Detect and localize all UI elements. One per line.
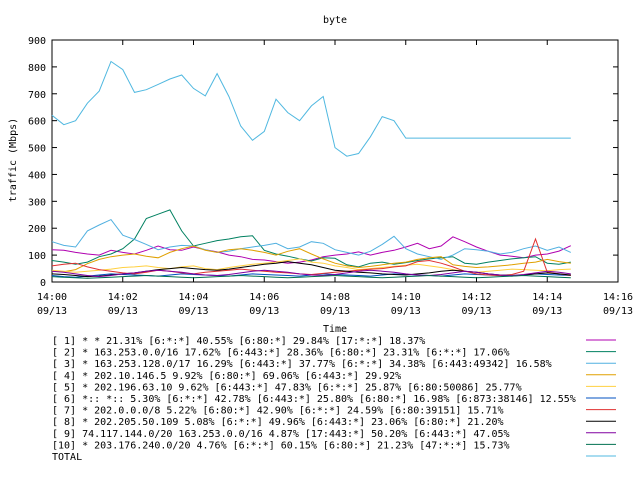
x-tick-label: 14:06	[249, 292, 279, 303]
x-tick-label: 14:16	[603, 292, 633, 303]
series-line-11	[51, 60, 571, 157]
x-tick-date: 09/13	[108, 306, 138, 317]
legend-label: [10] * 203.176.240.0/20 4.76% [6:*:*] 60…	[52, 440, 510, 451]
x-tick-date: 09/13	[249, 306, 279, 317]
x-tick-date: 09/13	[391, 306, 421, 317]
y-tick-label: 900	[28, 36, 46, 47]
series-lines	[51, 60, 572, 279]
series-line-10	[51, 274, 571, 279]
series-line-3	[51, 218, 572, 260]
series-line-1	[51, 236, 572, 264]
legend-label: [ 9] 74.117.144.0/20 163.253.0.0/16 4.87…	[52, 429, 510, 440]
y-tick-label: 500	[28, 144, 46, 155]
y-tick-label: 700	[28, 90, 46, 101]
legend-label: [ 2] * 163.253.0.0/16 17.62% [6:443:*] 2…	[52, 348, 510, 359]
legend: [ 1] * * 21.31% [6:*:*] 40.55% [6:80:*] …	[52, 336, 616, 463]
x-axis: 14:00 09/13 14:02 09/13 14:04 09/13 14:06 09/13…	[37, 40, 633, 317]
x-tick-label: 14:10	[391, 292, 421, 303]
series-line-5	[51, 258, 571, 273]
y-tick-label: 600	[28, 117, 46, 128]
x-tick-label: 14:08	[320, 292, 350, 303]
series-line-7	[51, 237, 571, 277]
chart-title: byte	[323, 15, 347, 26]
legend-label: [ 6] *:: *:: 5.30% [6:*:*] 42.78% [6:443…	[52, 394, 576, 405]
x-tick-label: 14:00	[37, 292, 67, 303]
legend-label: [ 3] * 163.253.128.0/17 16.29% [6:443:*]…	[52, 359, 552, 370]
x-tick-date: 09/13	[461, 306, 491, 317]
y-tick-label: 0	[40, 278, 46, 289]
y-tick-label: 800	[28, 63, 46, 74]
legend-label: [ 8] * 202.205.50.109 5.08% [6:*:*] 49.9…	[52, 417, 504, 428]
legend-label: [ 5] * 202.196.63.10 9.62% [6:443:*] 47.…	[52, 382, 522, 393]
y-axis-label: traffic (Mbps)	[8, 118, 19, 202]
x-tick-label: 14:14	[532, 292, 562, 303]
legend-label: [ 1] * * 21.31% [6:*:*] 40.55% [6:80:*] …	[52, 336, 425, 347]
x-tick-date: 09/13	[532, 306, 562, 317]
legend-label: TOTAL	[52, 452, 82, 463]
x-tick-date: 09/13	[603, 306, 633, 317]
x-tick-date: 09/13	[320, 306, 350, 317]
y-tick-label: 400	[28, 170, 46, 181]
x-tick-label: 14:12	[461, 292, 491, 303]
y-axis: 0 100 200 300 400 500 600 700 800 900	[28, 36, 618, 289]
series-line-9	[51, 269, 571, 278]
x-tick-date: 09/13	[37, 306, 67, 317]
series-line-4	[51, 245, 571, 273]
series-line-2	[51, 209, 571, 268]
y-tick-label: 300	[28, 197, 46, 208]
legend-label: [ 4] * 202.10.146.5 9.92% [6:80:*] 69.06…	[52, 371, 401, 382]
y-tick-label: 200	[28, 224, 46, 235]
x-tick-label: 14:04	[178, 292, 208, 303]
legend-label: [ 7] * 202.0.0.0/8 5.22% [6:80:*] 42.90%…	[52, 406, 504, 417]
y-tick-label: 100	[28, 251, 46, 262]
x-tick-label: 14:02	[108, 292, 138, 303]
x-axis-label: Time	[323, 324, 347, 335]
x-tick-date: 09/13	[178, 306, 208, 317]
